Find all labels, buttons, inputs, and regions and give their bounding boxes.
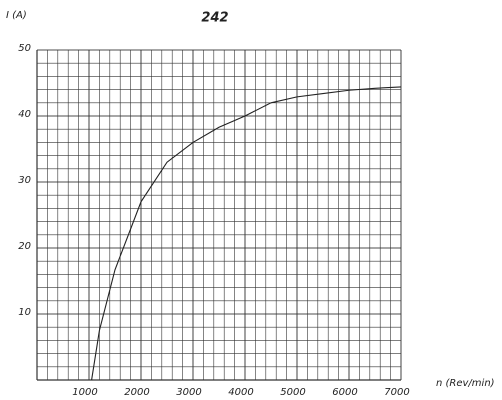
- y-tick-label: 30: [18, 175, 31, 186]
- x-tick-label: 4000: [228, 387, 253, 398]
- x-tick-label: 3000: [176, 387, 201, 398]
- y-axis-label: I (A): [6, 10, 27, 21]
- y-tick-label: 50: [18, 43, 31, 54]
- x-tick-label: 1000: [72, 387, 97, 398]
- x-tick-label: 5000: [280, 387, 305, 398]
- chart-title: 242: [201, 11, 228, 26]
- x-tick-label: 7000: [384, 387, 409, 398]
- x-axis-label: n (Rev/min): [436, 378, 495, 389]
- y-tick-label: 20: [18, 241, 31, 252]
- y-tick-label: 10: [18, 307, 31, 318]
- x-tick-label: 2000: [124, 387, 149, 398]
- y-tick-label: 40: [18, 109, 31, 120]
- x-tick-label: 6000: [332, 387, 357, 398]
- data-line: [91, 86, 402, 381]
